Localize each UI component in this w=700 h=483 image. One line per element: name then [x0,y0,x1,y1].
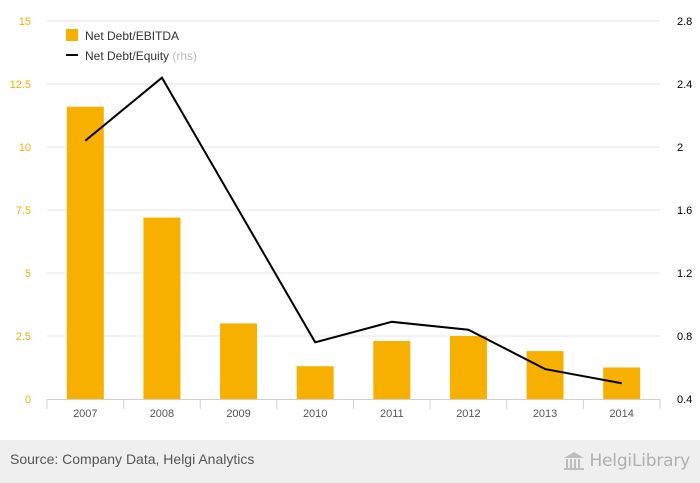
bar [373,341,411,399]
bar [143,217,181,399]
x-tick-label: 2011 [380,408,404,420]
chart-svg: 0 2.5 5 7.5 10 12.5 15 0.4 0.8 1.2 1.6 2 2.4 2.8 2007 2… [10,16,693,420]
x-tick-label: 2010 [303,408,327,420]
legend-label-line-suffix: (rhs) [172,49,197,63]
bar [526,351,564,399]
source-text: Source: Company Data, Helgi Analytics [10,451,255,467]
x-tick-label: 2014 [609,408,633,420]
y-right-tick-label: 0.8 [677,331,692,343]
x-tick-label: 2007 [73,408,97,420]
brand-name: HelgiLibrary [589,451,690,471]
x-tick-label: 2009 [226,408,250,420]
y-left-tick-label: 0 [25,394,31,406]
series-line [84,76,622,385]
y-right-tick-label: 0.4 [677,394,692,406]
brand-logo[interactable]: HelgiLibrary [563,448,690,474]
legend-label-bar: Net Debt/EBITDA [85,29,179,43]
legend-label-line-name: Net Debt/Equity [85,49,172,63]
library-building-icon [564,452,585,470]
x-tick-label: 2012 [456,408,480,420]
y-left-tick-label: 5 [25,268,31,280]
x-tick-label: 2008 [150,408,174,420]
bar [220,323,258,399]
y-right-tick-label: 2.4 [677,79,692,91]
bar [296,366,334,399]
y-right-tick-label: 1.2 [677,268,692,280]
y-left-tick-label: 2.5 [16,331,31,343]
legend-swatch-bar [66,29,78,41]
legend-label-line: Net Debt/Equity (rhs) [85,49,197,63]
y-left-tick-label: 7.5 [16,205,31,217]
y-right-tick-label: 2.8 [677,16,692,28]
y-right-tick-label: 1.6 [677,205,692,217]
y-right-tick-label: 2 [677,142,683,154]
footer: Source: Company Data, Helgi Analytics He… [0,440,700,483]
y-left-tick-label: 10 [19,142,31,154]
y-left-tick-label: 15 [19,16,31,28]
bar [66,106,104,400]
bar [449,336,487,399]
x-tick-label: 2013 [533,408,557,420]
y-left-tick-label: 12.5 [10,79,31,91]
